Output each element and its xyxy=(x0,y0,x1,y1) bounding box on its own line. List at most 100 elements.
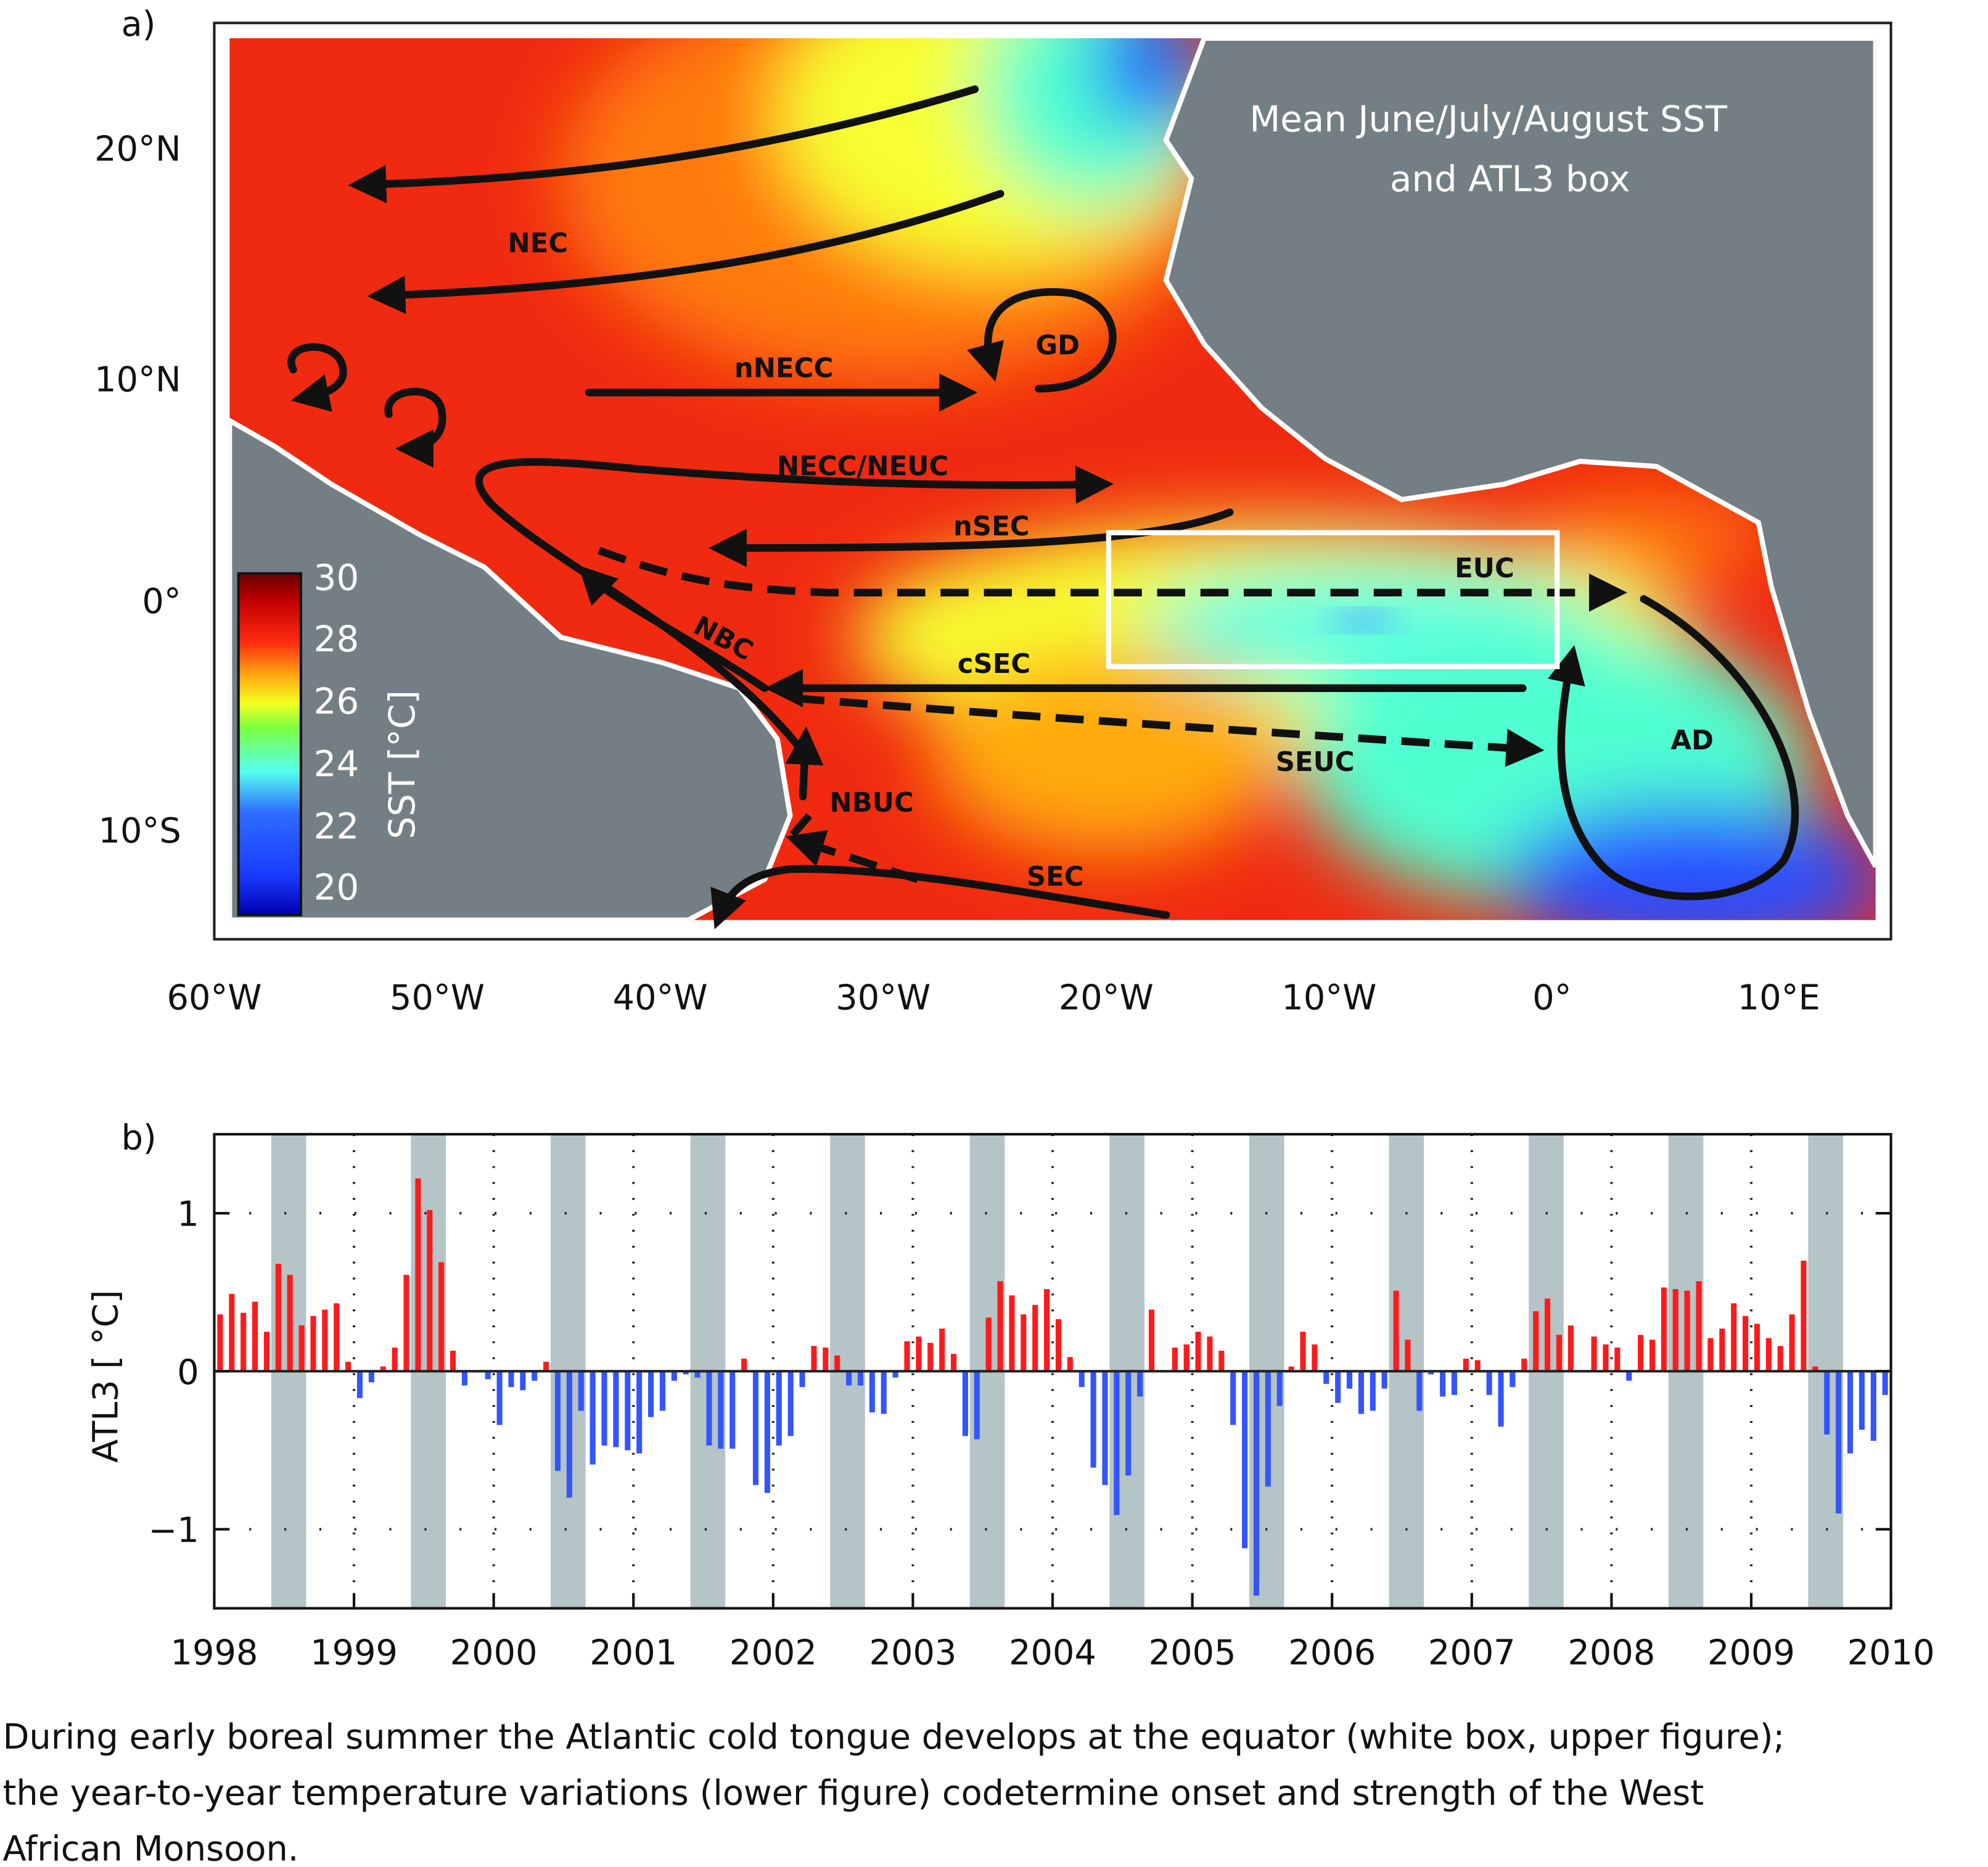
bar xyxy=(1300,1332,1306,1372)
bar xyxy=(904,1341,910,1372)
bar xyxy=(892,1371,898,1378)
bar xyxy=(287,1274,293,1372)
bar xyxy=(811,1346,817,1372)
bar xyxy=(1183,1344,1189,1372)
x-tick-label: 2005 xyxy=(1149,1633,1236,1673)
bar xyxy=(1114,1371,1120,1515)
x-tick-label: 2010 xyxy=(1847,1633,1935,1673)
lon-tick: 10°W xyxy=(1281,978,1376,1018)
colorbar-tick: 20 xyxy=(314,867,359,909)
bar xyxy=(252,1301,258,1372)
bar xyxy=(1556,1335,1562,1372)
bar xyxy=(1276,1371,1283,1406)
x-tick-label: 1999 xyxy=(310,1633,398,1673)
bar xyxy=(589,1371,596,1465)
lon-tick: 30°W xyxy=(836,978,930,1018)
caption: During early boreal summer the Atlantic … xyxy=(2,1717,1785,1867)
nec-arrow-south xyxy=(367,189,1004,315)
bar xyxy=(1044,1289,1050,1372)
gd-loop-arrow xyxy=(967,288,1117,393)
bar xyxy=(1381,1371,1387,1389)
caption-line-3: African Monsoon. xyxy=(2,1829,298,1867)
caption-line-2: the year-to-year temperature variations … xyxy=(2,1773,1704,1813)
bar xyxy=(1521,1358,1527,1372)
bar xyxy=(298,1325,305,1372)
x-tick-label: 2006 xyxy=(1288,1633,1376,1673)
lon-tick: 20°W xyxy=(1059,978,1154,1018)
bar xyxy=(1323,1371,1329,1384)
bar xyxy=(1765,1338,1772,1372)
cold-core xyxy=(1328,610,1400,631)
bar xyxy=(1195,1332,1201,1372)
bar xyxy=(461,1371,468,1386)
bar xyxy=(869,1371,875,1412)
bar xyxy=(1218,1350,1225,1372)
bar xyxy=(1416,1371,1423,1411)
land-africa xyxy=(1163,38,1876,868)
bar xyxy=(1743,1316,1749,1372)
label-nec: NEC xyxy=(507,228,568,259)
bar xyxy=(648,1371,654,1417)
bar xyxy=(997,1281,1003,1372)
bar xyxy=(636,1371,643,1454)
bar xyxy=(1509,1371,1516,1387)
bar xyxy=(322,1309,328,1372)
bar xyxy=(799,1371,805,1387)
x-tick-label: 2000 xyxy=(450,1633,538,1673)
bar xyxy=(438,1262,445,1372)
bar xyxy=(485,1371,491,1380)
panel-b-label: b) xyxy=(121,1118,157,1158)
seuc-arrow xyxy=(796,694,1545,767)
label-necc-neuc: NECC/NEUC xyxy=(777,451,948,482)
bar xyxy=(787,1371,794,1436)
bar xyxy=(985,1317,992,1372)
sst-map: NEC nNECC GD NECC/NEUC nSEC EUC NBC cSEC… xyxy=(94,4,1892,1018)
bar xyxy=(1009,1295,1015,1372)
bar xyxy=(706,1371,712,1446)
label-csec: cSEC xyxy=(958,649,1030,680)
bar xyxy=(823,1347,829,1372)
ad-loop-arrow xyxy=(1548,595,1799,901)
bar xyxy=(718,1371,724,1449)
bar xyxy=(1847,1371,1854,1454)
bar xyxy=(1125,1371,1132,1476)
sec-branch-arrow xyxy=(786,830,919,883)
bar xyxy=(334,1303,340,1372)
bar xyxy=(752,1371,759,1485)
y-tick-label: 0 xyxy=(177,1353,199,1393)
bar xyxy=(368,1371,374,1383)
bar xyxy=(1789,1314,1795,1372)
bar xyxy=(1731,1303,1737,1372)
bar xyxy=(916,1336,922,1372)
bar xyxy=(1055,1319,1062,1372)
bar xyxy=(345,1361,351,1372)
x-tick-label: 2002 xyxy=(729,1633,817,1673)
bar xyxy=(1405,1340,1411,1372)
lon-tick: 60°W xyxy=(166,978,261,1018)
bar xyxy=(1207,1336,1213,1372)
bar xyxy=(1672,1289,1678,1372)
bar xyxy=(1684,1290,1690,1372)
bar xyxy=(496,1371,503,1425)
bar xyxy=(1358,1371,1364,1414)
bar xyxy=(1393,1290,1399,1372)
y-tick-label: −1 xyxy=(148,1510,199,1551)
bar xyxy=(532,1371,538,1381)
x-tick-label: 2008 xyxy=(1567,1633,1655,1673)
bar xyxy=(1067,1357,1073,1372)
bar xyxy=(974,1371,980,1440)
lat-tick: 0° xyxy=(142,582,181,622)
map-title-line1: Mean June/July/August SST xyxy=(1249,98,1727,140)
bar xyxy=(939,1329,945,1372)
bar xyxy=(1078,1371,1085,1387)
bar xyxy=(1870,1371,1876,1441)
lat-tick: 10°S xyxy=(99,811,181,851)
bar xyxy=(240,1313,247,1372)
lon-tick: 40°W xyxy=(613,978,708,1018)
bar xyxy=(962,1371,968,1436)
bar xyxy=(1335,1371,1341,1403)
label-nbuc: NBUC xyxy=(829,788,913,818)
bar xyxy=(1021,1314,1027,1372)
bar xyxy=(857,1371,864,1386)
